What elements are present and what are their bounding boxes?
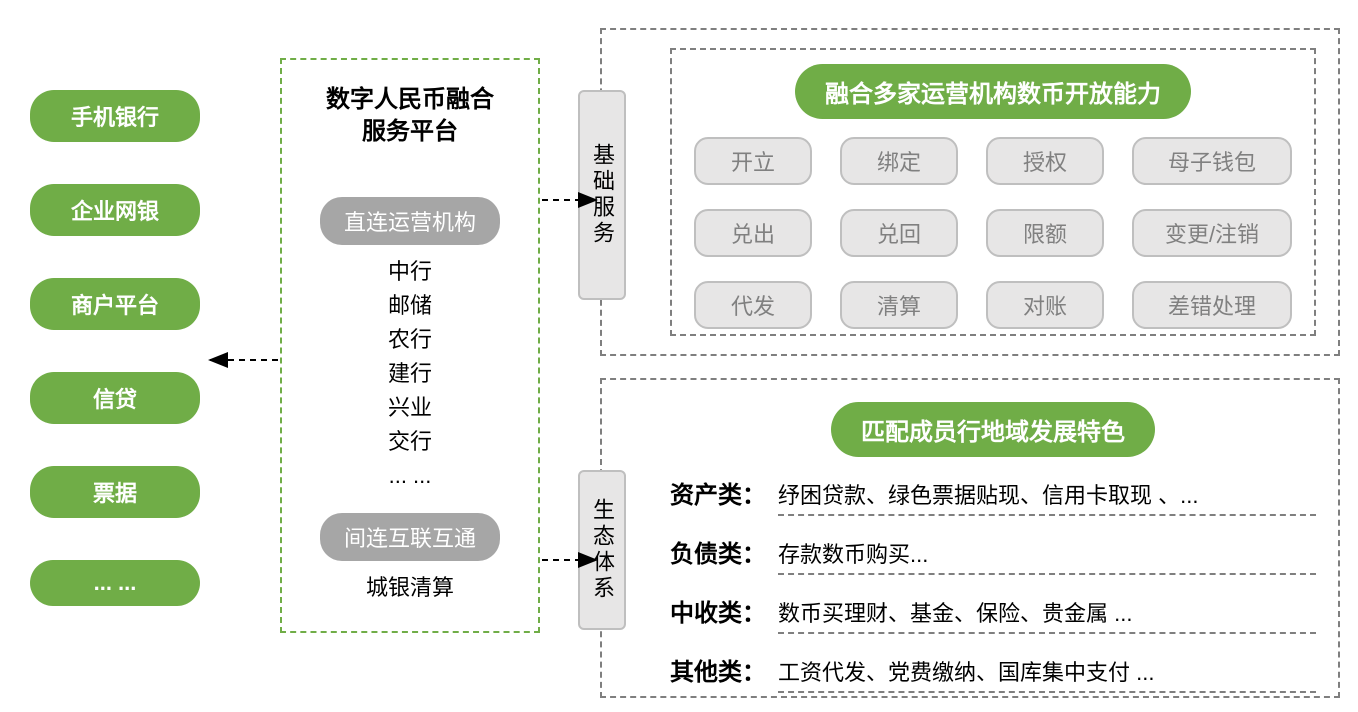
left-channel-column: 手机银行 企业网银 商户平台 信贷 票据 ... ... <box>30 90 200 606</box>
capability-chip: 兑回 <box>840 209 958 257</box>
capability-chip: 差错处理 <box>1132 281 1292 329</box>
capability-chip-grid: 开立 绑定 授权 母子钱包 兑出 兑回 限额 变更/注销 代发 清算 对账 差错… <box>688 137 1298 333</box>
basic-services-tab: 基础服务 <box>578 90 626 300</box>
capability-chip: 限额 <box>986 209 1104 257</box>
category-value: 工资代发、党费缴纳、国库集中支付 ... <box>778 655 1316 693</box>
category-label: 中收类： <box>670 593 766 628</box>
channel-pill: 手机银行 <box>30 90 200 142</box>
category-label: 负债类： <box>670 534 766 569</box>
capability-chip: 变更/注销 <box>1132 209 1292 257</box>
capability-chip: 代发 <box>694 281 812 329</box>
ecosystem-header: 匹配成员行地域发展特色 <box>831 402 1155 457</box>
capability-chip: 清算 <box>840 281 958 329</box>
channel-pill: 信贷 <box>30 372 200 424</box>
capability-chip: 对账 <box>986 281 1104 329</box>
basic-services-header: 融合多家运营机构数币开放能力 <box>795 64 1191 119</box>
ecosystem-box: 生态体系 匹配成员行地域发展特色 资产类： 纾困贷款、绿色票据贴现、信用卡取现 … <box>600 378 1340 698</box>
indirect-item-list: 城银清算 <box>294 571 526 605</box>
capability-chip: 母子钱包 <box>1132 137 1292 185</box>
category-row: 资产类： 纾困贷款、绿色票据贴现、信用卡取现 、... <box>670 475 1316 516</box>
direct-connection-header: 直连运营机构 <box>320 197 500 245</box>
platform-title: 数字人民币融合 服务平台 <box>294 84 526 149</box>
category-value: 数币买理财、基金、保险、贵金属 ... <box>778 596 1316 634</box>
channel-pill: 企业网银 <box>30 184 200 236</box>
capability-chip: 绑定 <box>840 137 958 185</box>
category-label: 其他类： <box>670 652 766 687</box>
category-label: 资产类： <box>670 475 766 510</box>
channel-pill: 商户平台 <box>30 278 200 330</box>
category-row: 负债类： 存款数币购买... <box>670 534 1316 575</box>
capability-chip: 授权 <box>986 137 1104 185</box>
direct-bank-list: 中行 邮储 农行 建行 兴业 交行 ... ... <box>294 255 526 494</box>
category-value: 纾困贷款、绿色票据贴现、信用卡取现 、... <box>778 478 1316 516</box>
channel-pill: 票据 <box>30 466 200 518</box>
basic-services-box: 基础服务 融合多家运营机构数币开放能力 开立 绑定 授权 母子钱包 兑出 兑回 … <box>600 28 1340 356</box>
indirect-connection-header: 间连互联互通 <box>320 513 500 561</box>
capability-chip: 兑出 <box>694 209 812 257</box>
ecosystem-tab: 生态体系 <box>578 470 626 630</box>
basic-services-inner: 融合多家运营机构数币开放能力 开立 绑定 授权 母子钱包 兑出 兑回 限额 变更… <box>670 48 1316 336</box>
category-row: 中收类： 数币买理财、基金、保险、贵金属 ... <box>670 593 1316 634</box>
category-row: 其他类： 工资代发、党费缴纳、国库集中支付 ... <box>670 652 1316 693</box>
channel-pill: ... ... <box>30 560 200 606</box>
category-value: 存款数币购买... <box>778 537 1316 575</box>
capability-chip: 开立 <box>694 137 812 185</box>
platform-box: 数字人民币融合 服务平台 直连运营机构 中行 邮储 农行 建行 兴业 交行 ..… <box>280 58 540 633</box>
